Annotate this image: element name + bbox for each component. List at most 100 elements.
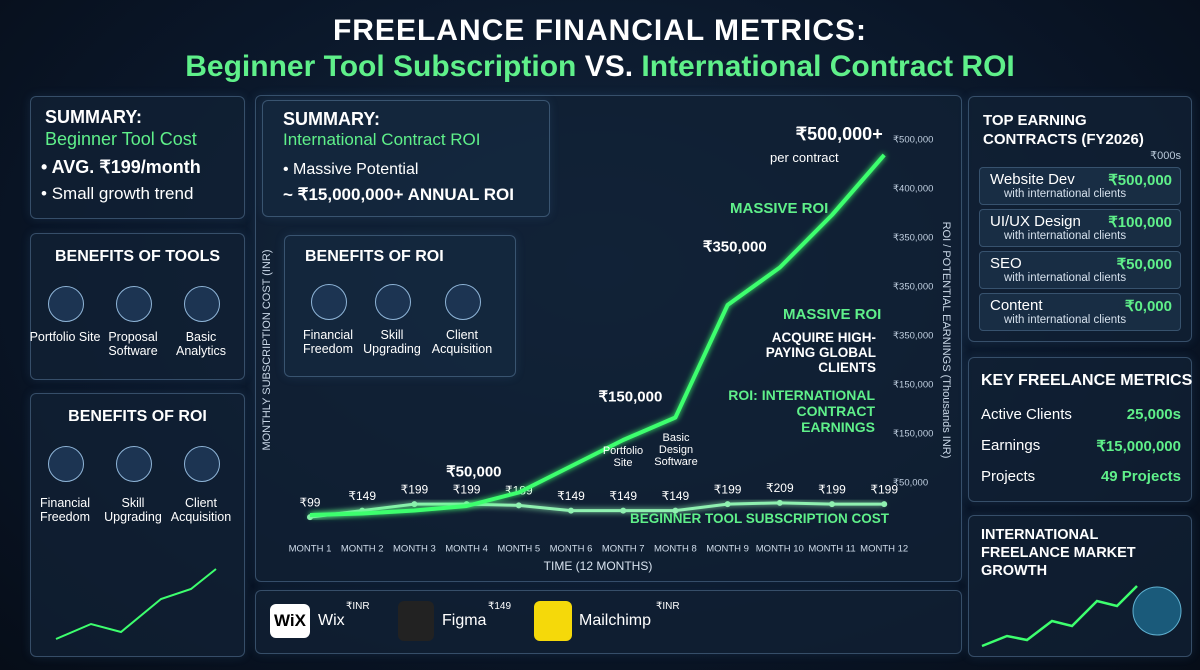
decor-trend <box>55 568 217 640</box>
metric-name: Active Clients <box>981 406 1072 423</box>
point <box>620 507 627 514</box>
series-label: ROI: INTERNATIONAL CONTRACT EARNINGS <box>728 387 875 435</box>
summary-item: ~ ₹15,000,000+ ANNUAL ROI <box>283 185 514 204</box>
benefit-label: Skill Upgrading <box>104 496 162 524</box>
subtitle-left: Beginner Tool Subscription <box>185 50 577 83</box>
metric-value: 25,000s <box>1126 406 1181 423</box>
panel-title: BENEFITS OF TOOLS <box>54 248 221 265</box>
benefits-roi-panel: BENEFITS OF ROI Financial Freedom Skill … <box>30 393 245 657</box>
contract-row: Content ₹0,000 with international clients <box>979 293 1181 331</box>
x-axis-label: TIME (12 MONTHS) <box>544 559 653 573</box>
tool-name: Wix <box>318 612 345 629</box>
y-axis-label: MONTHLY SUBSCRIPTION COST (INR) <box>261 249 273 450</box>
bullet: • AVG. ₹199/month <box>41 157 201 177</box>
x-tick-label: MONTH 5 <box>497 544 540 555</box>
y2-axis-text: ₹350,000 <box>893 282 933 293</box>
contract-note: with international clients <box>1004 314 1127 326</box>
y2-axis-text: ₹350,000 <box>893 331 933 342</box>
y2-axis-text: ₹50,000 <box>893 478 928 489</box>
benefit-label: Financial Freedom <box>39 496 91 524</box>
x-tick-label: MONTH 1 <box>289 544 332 555</box>
icon <box>311 284 347 320</box>
wix-logo: WiX <box>270 604 310 638</box>
summary-roi-panel: SUMMARY: International Contract ROI • Ma… <box>262 100 550 217</box>
value-label: ₹149 <box>557 489 585 503</box>
point <box>411 501 418 508</box>
point <box>568 507 574 514</box>
icon <box>184 446 220 482</box>
decor-growth <box>981 585 1182 648</box>
tool-price: ₹INR <box>346 601 370 612</box>
tool-price: ₹INR <box>656 601 680 612</box>
panel-title: BENEFITS OF ROI <box>305 248 444 265</box>
x-tick-label: MONTH 3 <box>393 544 436 555</box>
benefit-label: Financial Freedom <box>302 328 354 356</box>
y2-axis-text: ₹350,000 <box>893 233 933 244</box>
metric-value: 49 Projects <box>1100 468 1181 485</box>
y2-axis-text: ₹150,000 <box>893 429 933 440</box>
mailchimp-logo <box>534 601 572 641</box>
y2-axis-text: ₹500,000 <box>893 135 933 146</box>
x-tick-label: MONTH 8 <box>654 544 697 555</box>
bullet: • Small growth trend <box>41 184 194 203</box>
tool-label: Basic Design Software <box>654 432 698 468</box>
icon <box>116 446 152 482</box>
value-label: ₹199 <box>870 482 898 496</box>
contract-name: SEO <box>990 255 1022 272</box>
value-label: ₹199 <box>453 482 481 496</box>
contract-value: ₹500,000 <box>1108 172 1172 189</box>
benefit-label: Basic Analytics <box>175 330 227 358</box>
x-tick-label: MONTH 4 <box>445 544 488 555</box>
x-tick-label: MONTH 7 <box>602 544 645 555</box>
annotation: MASSIVE ROI <box>783 306 882 323</box>
value-label: ₹99 <box>300 495 321 509</box>
summary-tools-panel: SUMMARY: Beginner Tool Cost • AVG. ₹199/… <box>30 96 245 219</box>
contract-value: ₹100,000 <box>1108 214 1172 231</box>
page-subtitle: Beginner Tool Subscription VS. Internati… <box>0 50 1200 84</box>
annotation: ACQUIRE HIGH-PAYING GLOBAL CLIENTS <box>765 330 876 375</box>
key-metrics-panel: KEY FREELANCE METRICS Active Clients 25,0… <box>968 357 1192 502</box>
contract-value: ₹0,000 <box>1124 298 1172 315</box>
point <box>515 502 522 509</box>
icon <box>184 286 220 322</box>
series-line <box>309 153 886 517</box>
summary-item: Massive Potential <box>293 161 419 178</box>
market-growth-panel: INTERNATIONAL FREELANCE MARKET GROWTH <box>968 515 1192 657</box>
contract-row: UI/UX Design ₹100,000 with international c… <box>979 209 1181 247</box>
value-label: ₹150,000 <box>599 388 663 405</box>
panel-title: KEY FREELANCE METRICS <box>981 372 1193 389</box>
value-label: ₹149 <box>662 489 690 503</box>
contract-note: with international clients <box>1004 188 1127 200</box>
x-tick-label: MONTH 6 <box>550 544 593 555</box>
metric-value: ₹15,000,000 <box>1096 438 1181 455</box>
annotation: MASSIVE ROI <box>730 200 829 217</box>
y2-axis-text: ₹400,000 <box>893 184 933 195</box>
benefit-label: Client Acquisition <box>431 328 493 356</box>
metric-name: Earnings <box>981 437 1041 454</box>
x-tick-label: MONTH 12 <box>860 544 908 555</box>
tool-name: Mailchimp <box>579 612 652 629</box>
page-title: FREELANCE FINANCIAL METRICS: <box>332 14 868 47</box>
benefits-roi-inner-panel: BENEFITS OF ROI Financial Freedom Skill … <box>284 235 516 377</box>
value-label: ₹199 <box>714 482 742 496</box>
value-label: ₹500,000+ <box>796 124 883 144</box>
value-label: ₹209 <box>766 481 794 495</box>
figma-logo <box>398 601 434 641</box>
icon <box>445 284 481 320</box>
panel-title: INTERNATIONAL FREELANCE MARKET GROWTH <box>981 527 1136 579</box>
contract-name: Website Dev <box>990 171 1075 188</box>
x-tick-label: MONTH 9 <box>706 544 749 555</box>
panel-subtitle: Beginner Tool Cost <box>45 129 197 149</box>
tool-label: Portfolio Site <box>602 445 644 469</box>
contract-note: with international clients <box>1004 230 1127 242</box>
point <box>724 501 731 508</box>
panel-title: BENEFITS OF ROI <box>68 408 207 425</box>
icon <box>116 286 152 322</box>
unit-label: ₹000s <box>1150 150 1181 162</box>
benefits-tools-panel: BENEFITS OF TOOLS Portfolio Site Proposa… <box>30 233 245 380</box>
x-tick-label: MONTH 10 <box>756 544 804 555</box>
y2-axis-label: ROI / POTENTIAL EARNINGS (Thousands INR) <box>940 222 952 459</box>
benefit-label: Skill Upgrading <box>363 328 421 356</box>
